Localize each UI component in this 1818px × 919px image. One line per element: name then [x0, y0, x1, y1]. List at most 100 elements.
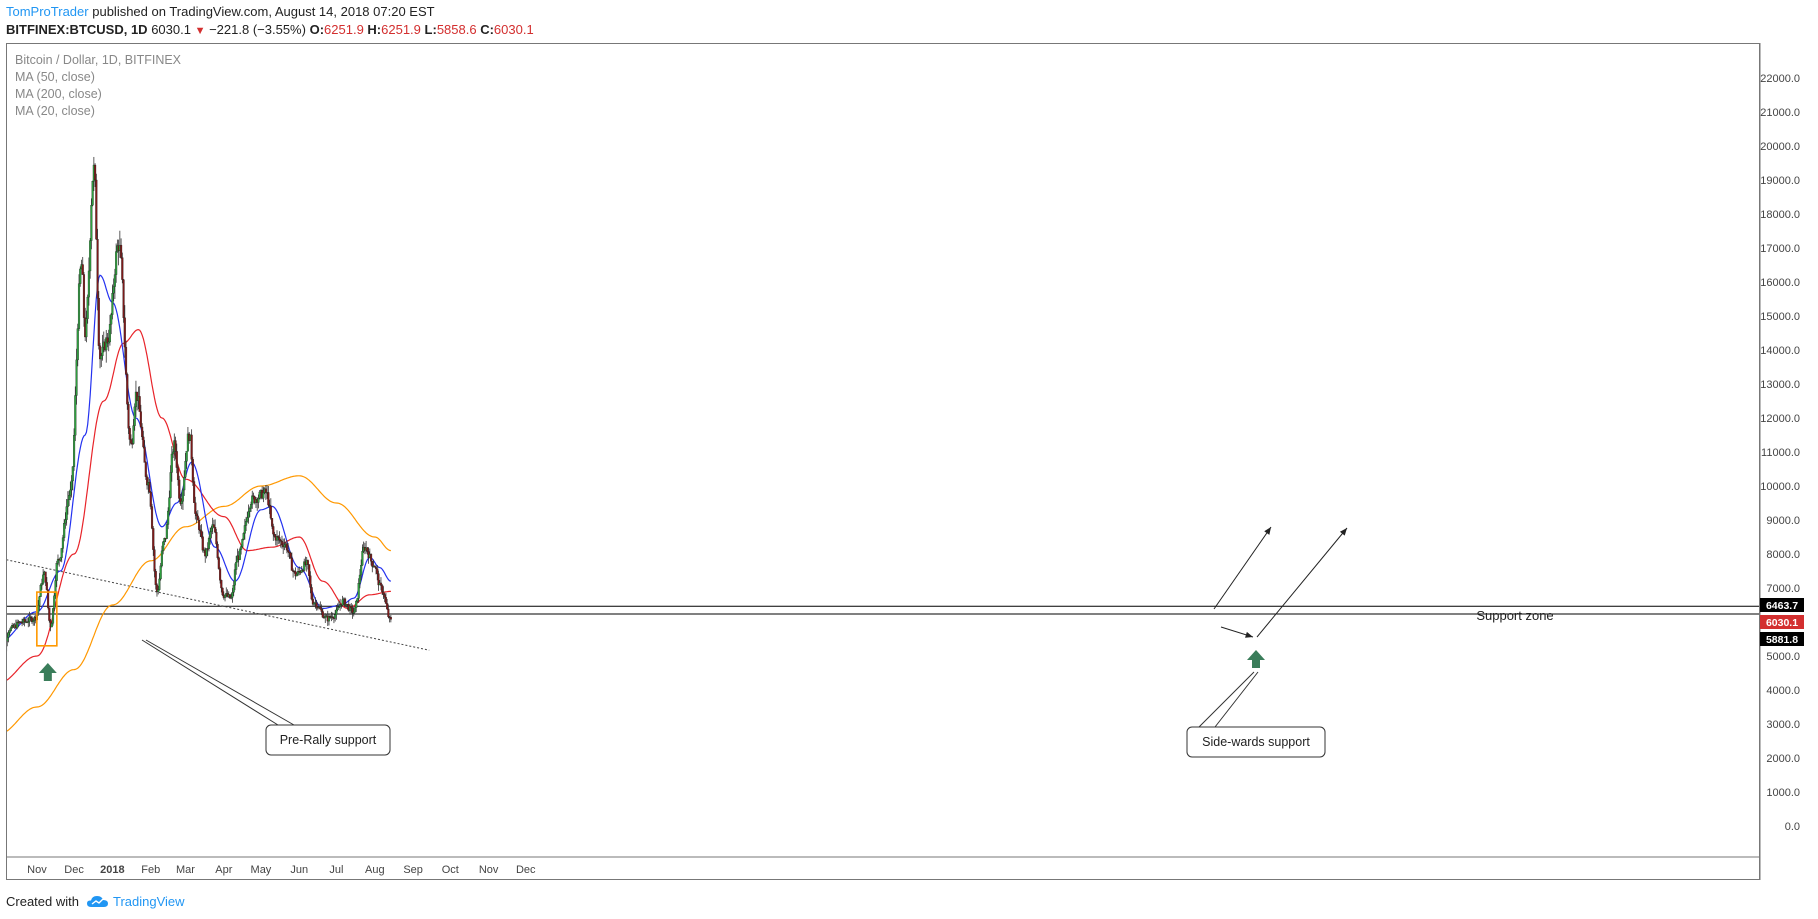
y-tick-label: 19000.0	[1760, 175, 1800, 187]
candle-body	[285, 543, 288, 551]
pre-rally-up-arrow-icon	[38, 663, 57, 681]
candle-body	[168, 497, 171, 512]
candle-body	[127, 404, 130, 429]
projection-arrow-long-head	[1339, 528, 1347, 536]
candle-body	[200, 530, 203, 537]
candle-body	[138, 396, 141, 412]
candle-body	[337, 606, 340, 609]
candle-body	[7, 637, 9, 642]
candle-body	[196, 515, 199, 521]
price-tag-label: 6030.1	[1766, 617, 1798, 629]
candle-body	[295, 574, 298, 577]
y-tick-label: 5000.0	[1766, 651, 1800, 663]
candle-body	[100, 355, 103, 360]
candle-body	[350, 605, 353, 609]
candle-body	[133, 406, 136, 426]
candle-body	[154, 571, 157, 585]
candle-body	[336, 607, 339, 611]
x-tick-label: Mar	[176, 864, 195, 876]
y-tick-label: 12000.0	[1760, 413, 1800, 425]
legend-ma200[interactable]: MA (200, close)	[15, 87, 102, 101]
candle-body	[233, 569, 236, 586]
candle-body	[384, 597, 387, 604]
y-tick-label: 21000.0	[1760, 107, 1800, 119]
x-tick-label: May	[251, 864, 272, 876]
candle-body	[50, 623, 53, 628]
candle-body	[81, 264, 84, 275]
legend-ma50[interactable]: MA (50, close)	[15, 70, 95, 84]
candle-body	[113, 274, 116, 287]
projection-arrow-down-head	[1245, 631, 1253, 638]
price-tag-label: 6463.7	[1766, 600, 1798, 612]
candle-body	[191, 459, 194, 482]
candle-body	[40, 583, 43, 586]
candle-body	[219, 568, 222, 581]
y-tick-label: 9000.0	[1766, 515, 1800, 527]
candle-body	[199, 529, 202, 532]
x-tick-label: Jul	[329, 864, 343, 876]
y-tick-label: 14000.0	[1760, 345, 1800, 357]
publish-info: TomProTrader published on TradingView.co…	[6, 4, 435, 19]
candle-body	[74, 395, 77, 436]
candle-body	[193, 481, 196, 503]
candle-body	[216, 543, 219, 558]
candle-body	[321, 611, 324, 618]
candle-body	[308, 564, 311, 576]
price-tag	[1760, 598, 1804, 612]
candle-body	[289, 552, 292, 559]
legend-ma20[interactable]: MA (20, close)	[15, 104, 95, 118]
candle-body	[139, 411, 142, 428]
tradingview-brand: TradingView	[112, 894, 185, 909]
candle-body	[355, 601, 358, 608]
candle-body	[8, 630, 11, 633]
candle-body	[149, 492, 152, 507]
tradingview-link[interactable]: TradingView	[86, 894, 185, 909]
price-change: −221.8 (−3.55%)	[209, 22, 306, 37]
candle-body	[110, 314, 113, 325]
sideways-callout-box	[1186, 726, 1326, 758]
plot-area: Pre-Rally support Side-wards support	[0, 156, 1759, 758]
candle-body	[150, 506, 154, 529]
x-tick-label: Oct	[442, 864, 459, 876]
pre-rally-box	[36, 591, 58, 647]
pre-rally-callout-text: Pre-Rally support	[280, 733, 377, 747]
author-link[interactable]: TomProTrader	[6, 4, 89, 19]
candle-body	[223, 594, 227, 598]
candle-body	[273, 533, 276, 537]
candle-body	[60, 548, 63, 558]
y-tick-label: 0.0	[1785, 821, 1800, 833]
candle-body	[194, 502, 197, 514]
candle-body	[235, 561, 238, 570]
x-tick-label: Feb	[141, 864, 160, 876]
candle-body	[271, 518, 274, 527]
candle-body	[185, 451, 188, 462]
candle-body	[356, 598, 359, 602]
ma20-line	[7, 274, 392, 640]
projection-arrow-short-head	[1264, 527, 1271, 535]
symbol-label: BITFINEX:BTCUSD, 1D	[6, 22, 148, 37]
candle-body	[319, 606, 322, 610]
candle-body	[170, 453, 173, 473]
sideways-callout-text: Side-wards support	[1202, 735, 1310, 749]
candle-body	[9, 627, 13, 631]
candle-body	[389, 617, 392, 620]
candle-body	[107, 341, 110, 344]
candle-body	[120, 244, 123, 258]
candle-body	[209, 531, 212, 539]
sideways-callout-pointer	[1198, 671, 1259, 728]
created-with-text: Created with	[6, 894, 79, 909]
candle-body	[123, 317, 126, 348]
candle-body	[111, 293, 114, 315]
candle-body	[176, 467, 180, 481]
candle-body	[0, 676, 2, 680]
low-value: 5858.6	[436, 22, 477, 37]
candle-body	[221, 587, 224, 596]
candle-body	[370, 554, 373, 562]
candle-body	[53, 595, 56, 609]
candle-body	[353, 607, 357, 613]
candle-body	[47, 589, 50, 608]
down-triangle-icon: ▼	[194, 25, 206, 37]
candle-body	[212, 524, 215, 528]
candle-body	[48, 607, 51, 621]
